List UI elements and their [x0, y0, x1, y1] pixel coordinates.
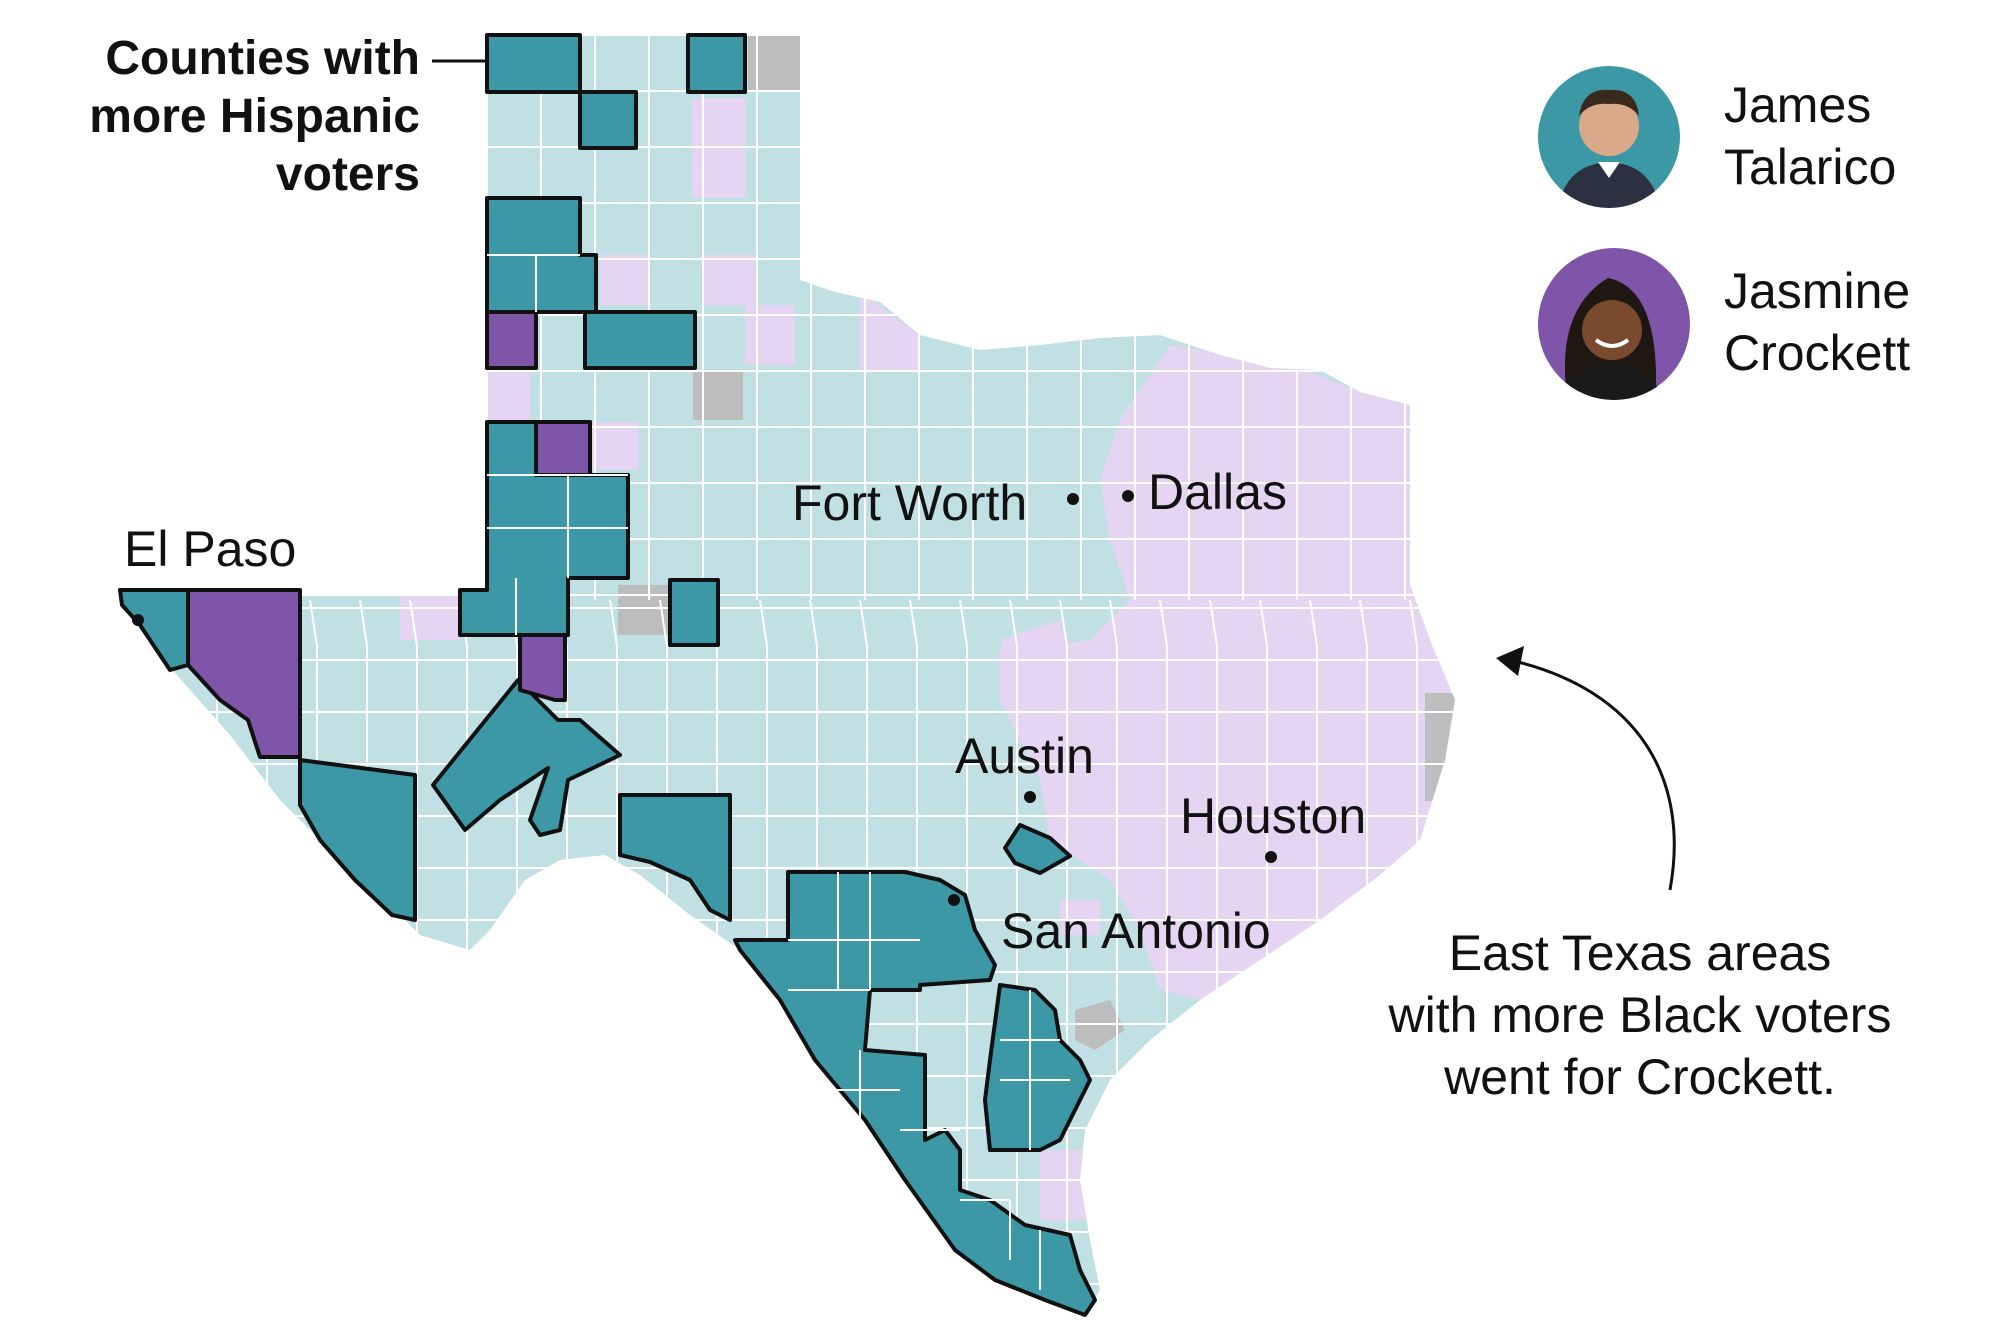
crockett-county-west-2 [518, 633, 567, 702]
hispanic-county-group-2 [583, 310, 697, 370]
hispanic-county-travis [1003, 823, 1072, 875]
city-dot-el-paso [132, 614, 144, 626]
crockett-county-panhandle [485, 310, 538, 370]
hispanic-annotation-line-2: more Hispanic [89, 90, 420, 143]
person-icon [1560, 278, 1664, 400]
city-label-dallas: Dallas [1148, 464, 1287, 520]
texas-state-shape [120, 35, 1455, 1315]
crockett-light-county [1040, 1150, 1090, 1220]
city-label-san-antonio: San Antonio [1001, 903, 1271, 959]
no-data-county [618, 585, 668, 635]
east-texas-annotation-line-1: East Texas areas [1448, 925, 1832, 981]
crockett-light-county [590, 422, 638, 470]
city-dot-houston [1265, 851, 1277, 863]
east-texas-arrow [1509, 658, 1676, 891]
legend-talarico: James Talarico [1724, 74, 1896, 198]
city-label-el-paso: El Paso [124, 521, 297, 577]
hispanic-county-brewster [298, 758, 417, 922]
no-data-county [1425, 693, 1455, 801]
hispanic-county-pecos [431, 678, 622, 837]
crockett-county-hudspeth [186, 588, 302, 759]
legend-talarico-last: Talarico [1724, 139, 1897, 195]
city-label-austin: Austin [955, 728, 1094, 784]
crockett-county-west-1 [534, 420, 592, 477]
hispanic-annotation-line-3: voters [275, 148, 420, 201]
hispanic-county-panhandle-mid [578, 90, 638, 150]
east-texas-annotation-line-3: went for Crockett. [1444, 1049, 1836, 1105]
hispanic-inner-borders [487, 254, 1070, 1290]
hispanic-county-valverde [618, 793, 732, 922]
candidate-photo-talarico [1538, 66, 1680, 208]
city-dot-dallas [1122, 490, 1134, 502]
legend-crockett: Jasmine Crockett [1724, 260, 1910, 384]
legend-talarico-first: James [1724, 77, 1872, 133]
city-dot-san-antonio [948, 894, 960, 906]
hispanic-county-mid [668, 578, 720, 647]
candidate-photo-crockett [1538, 248, 1690, 400]
crockett-light-county [400, 594, 460, 640]
no-data-county [693, 370, 743, 420]
city-dot-fort-worth [1067, 493, 1079, 505]
hispanic-annotation-line-1: Counties with [105, 32, 420, 85]
crockett-light-county [703, 255, 755, 305]
east-texas-crockett-region [1000, 345, 1455, 1000]
person-icon [1558, 89, 1660, 208]
north-texas-crockett-region [860, 292, 920, 370]
legend-crockett-first: Jasmine [1724, 263, 1911, 319]
hispanic-county-panhandle-ne [686, 33, 747, 94]
city-dot-austin [1024, 791, 1036, 803]
hispanic-county-panhandle-nw [485, 33, 582, 94]
city-label-fort-worth: Fort Worth [792, 475, 1028, 531]
no-data-county [748, 35, 800, 90]
east-texas-arrowhead [1496, 646, 1524, 676]
city-label-houston: Houston [1180, 788, 1367, 844]
hispanic-county-nueces [983, 983, 1092, 1152]
hispanic-county-elpaso [118, 588, 190, 672]
legend-crockett-last: Crockett [1724, 325, 1911, 381]
crockett-light-county [600, 255, 650, 305]
crockett-strong-counties [186, 310, 592, 759]
east-texas-annotation-line-2: with more Black voters [1388, 987, 1892, 1043]
city-markers [132, 490, 1277, 906]
hispanic-annotation: Counties with more Hispanic voters [40, 30, 420, 204]
crockett-light-county [487, 370, 530, 420]
crockett-light-county [1060, 900, 1100, 935]
east-texas-annotation: East Texas areas with more Black voters … [1330, 922, 1950, 1108]
